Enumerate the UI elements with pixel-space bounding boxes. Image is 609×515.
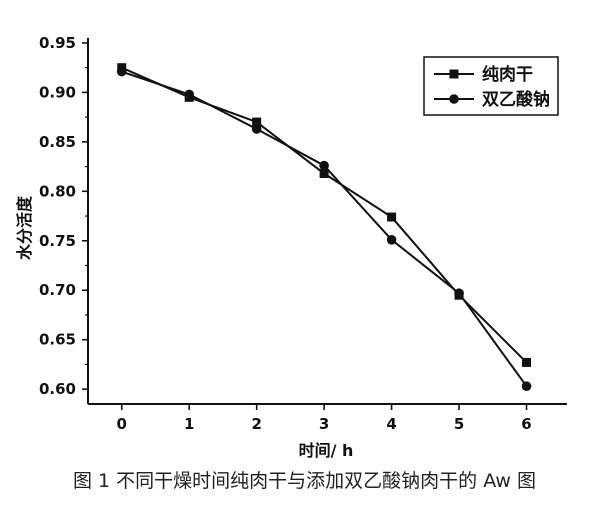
legend-label: 纯肉干: [482, 64, 533, 85]
legend-box: [423, 56, 559, 116]
x-tick-label: 2: [251, 415, 261, 433]
data-point-square: [252, 117, 262, 127]
y-tick-label: 0.75: [39, 232, 76, 250]
legend-marker-circle: [449, 94, 459, 104]
chart: 0 1 2 3 4 5 6 0.60 0.65 0.70 0.75 0.80 0.85 0.90 0.95…: [15, 34, 567, 460]
x-tick-label: 5: [454, 415, 464, 433]
y-tick-label: 0.90: [39, 83, 76, 101]
legend-label: 双乙酸钠: [482, 89, 550, 110]
x-tick-label: 6: [521, 415, 531, 433]
y-tick-label: 0.60: [39, 380, 76, 398]
data-point-circle: [454, 288, 464, 299]
y-tick-label: 0.80: [39, 182, 76, 200]
data-point-square: [522, 357, 532, 367]
y-axis-ticks: 0.60 0.65 0.70 0.75 0.80 0.85 0.90 0.95: [39, 34, 88, 398]
y-tick-label: 0.85: [39, 133, 76, 151]
data-point-square: [387, 212, 397, 222]
y-tick-label: 0.65: [39, 331, 76, 349]
legend-marker-square: [449, 69, 459, 79]
axes: [87, 38, 567, 405]
data-point-square: [319, 169, 329, 179]
data-point-circle: [386, 234, 397, 245]
y-tick-label: 0.95: [39, 34, 76, 52]
y-axis-title: 水分活度: [15, 195, 34, 260]
x-tick-label: 1: [184, 415, 194, 433]
series-layer: [116, 63, 532, 391]
data-point-circle: [116, 66, 127, 77]
data-point-circle: [184, 89, 194, 100]
x-axis-ticks: 0 1 2 3 4 5 6: [117, 404, 532, 433]
data-point-circle: [319, 160, 329, 171]
x-tick-label: 3: [319, 415, 329, 433]
series-line: [121, 70, 528, 387]
data-point-circle: [521, 381, 532, 391]
x-tick-label: 4: [386, 415, 396, 433]
y-tick-label: 0.70: [39, 281, 76, 299]
x-tick-label: 0: [117, 415, 127, 433]
data-point-circle: [251, 124, 262, 134]
figure-caption: 图 1 不同干燥时间纯肉干与添加双乙酸钠肉干的 Aw 图: [72, 470, 536, 492]
x-axis-title: 时间/ h: [299, 441, 354, 460]
series-2: [116, 66, 532, 391]
